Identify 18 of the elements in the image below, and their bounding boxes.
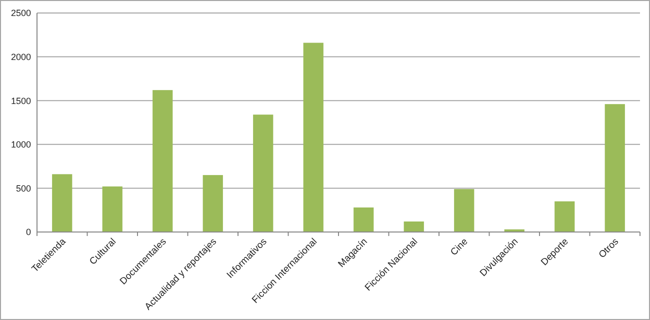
bar [554,201,575,232]
bar [152,90,173,232]
bar [303,42,324,232]
y-tick-label: 1500 [10,96,31,106]
y-tick-label: 0 [26,227,31,238]
bar [604,104,625,232]
y-tick-label: 1000 [10,140,31,150]
x-tick-label: Cine [448,236,470,258]
bar [404,221,424,232]
bar [253,114,274,232]
bar [102,186,122,232]
bar [454,189,474,232]
y-tick-label: 500 [16,183,31,194]
bar [52,174,72,232]
bar [202,175,223,232]
y-tick-label: 2000 [10,52,31,62]
y-tick-label: 2500 [10,8,31,18]
bar [354,207,374,232]
